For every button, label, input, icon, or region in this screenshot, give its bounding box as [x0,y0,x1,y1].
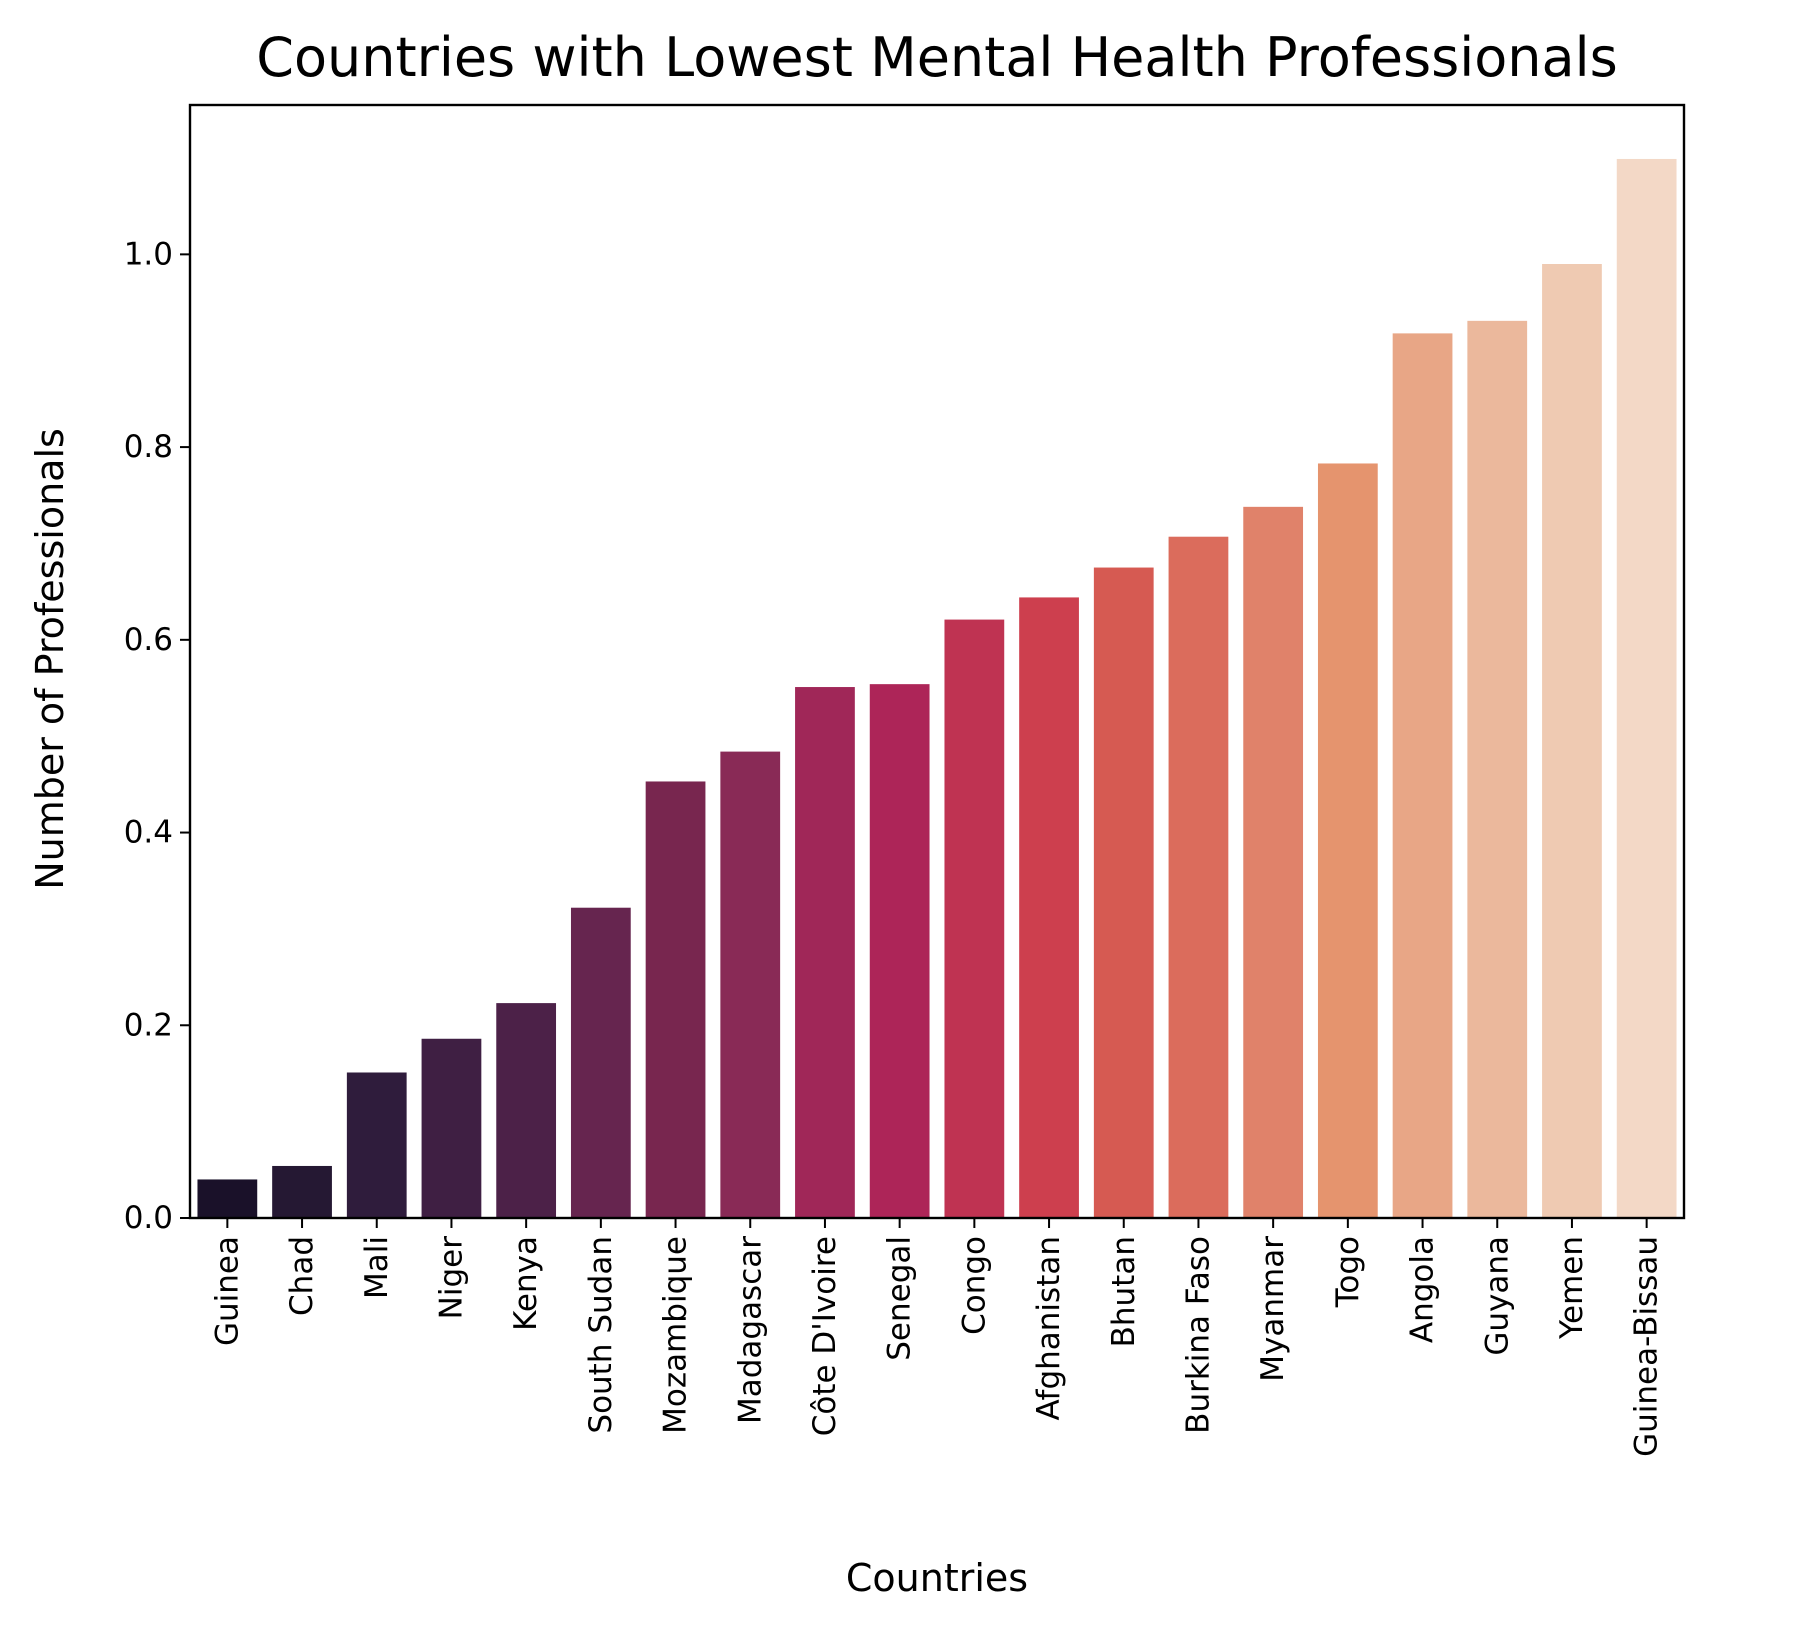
x-tick-label-5: South Sudan [583,1236,619,1434]
bars-layer [197,158,1677,1219]
bar-5 [570,907,631,1218]
x-tick-label-16: Angola [1405,1236,1441,1343]
bar-18 [1542,264,1602,1218]
plot-area-frame [188,103,1686,1220]
x-tick-label-17: Guyana [1479,1236,1515,1356]
y-tick-label-1: 0.2 [124,1007,173,1043]
bar-7 [720,751,781,1218]
y-tick-label-3: 0.6 [124,622,173,658]
y-tick-label-2: 0.4 [124,815,173,851]
x-tick-label-4: Kenya [508,1236,544,1331]
y-axis-ticks: 0.0 0.2 0.4 0.6 0.8 1.0 [124,236,190,1236]
bar-13 [1168,536,1229,1218]
x-tick-label-18: Yemen [1554,1236,1590,1340]
x-tick-label-2: Mali [359,1236,395,1299]
x-tick-label-12: Bhutan [1106,1236,1142,1347]
bar-11 [1019,597,1079,1218]
bar-2 [346,1072,407,1218]
x-tick-label-1: Chad [284,1236,320,1316]
bar-15 [1317,463,1378,1219]
bar-10 [944,619,1005,1218]
bar-16 [1392,333,1453,1218]
bar-12 [1093,567,1154,1218]
y-axis-label: Number of Professionals [28,428,72,890]
bar-0 [197,1179,258,1218]
bar-8 [795,687,855,1218]
y-tick-label-0: 0.0 [124,1200,173,1236]
x-tick-label-7: Madagascar [732,1236,768,1424]
x-tick-label-13: Burkina Faso [1180,1236,1216,1434]
bar-4 [496,1003,557,1218]
x-tick-label-19: Guinea-Bissau [1629,1236,1665,1457]
bar-17 [1467,320,1528,1219]
x-tick-label-3: Niger [433,1236,469,1320]
x-tick-label-10: Congo [956,1236,992,1335]
chart-title: Countries with Lowest Mental Health Prof… [256,26,1617,89]
x-tick-label-9: Senegal [882,1236,918,1361]
x-tick-label-0: Guinea [209,1236,245,1346]
bar-3 [421,1038,482,1218]
x-axis-label: Countries [846,1556,1028,1600]
x-tick-label-6: Mozambique [658,1236,694,1434]
bar-9 [869,684,930,1218]
y-tick-label-4: 0.8 [124,429,173,465]
bar-14 [1243,506,1304,1219]
x-tick-label-14: Myanmar [1255,1236,1291,1382]
bar-6 [645,781,706,1218]
x-tick-label-11: Afghanistan [1031,1236,1067,1421]
bar-19 [1616,158,1677,1219]
x-tick-label-8: Côte D'Ivoire [807,1236,843,1436]
x-tick-label-15: Togo [1330,1236,1366,1308]
x-axis-ticks: Guinea Chad Mali Niger Kenya South Sudan Mozam… [209,1218,1665,1457]
bar-1 [272,1165,332,1218]
y-tick-label-5: 1.0 [124,236,173,272]
